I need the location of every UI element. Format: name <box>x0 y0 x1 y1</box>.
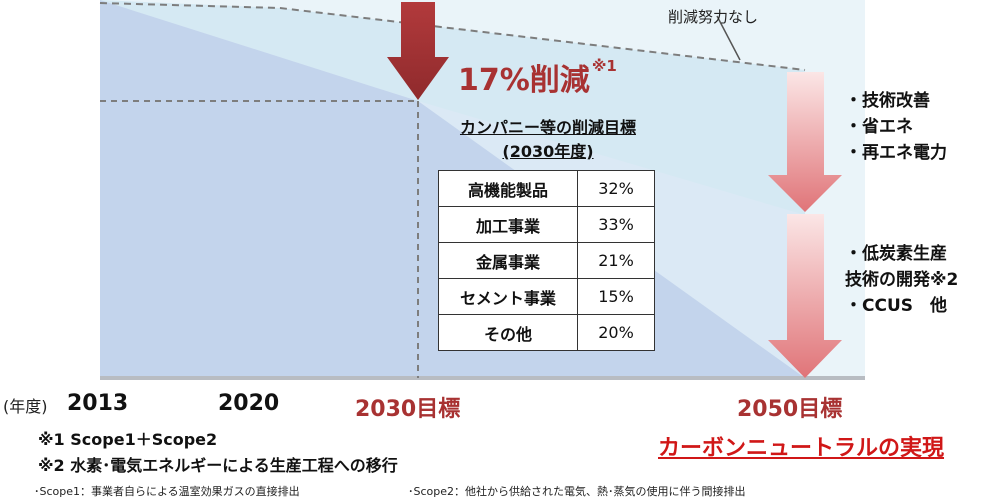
table-row: 加工事業 33% <box>438 206 655 243</box>
year-label-2020: 2020 <box>218 391 280 416</box>
no-effort-leader <box>716 15 741 61</box>
upper-measures-list: ・技術改善 ・省エネ ・再エネ電力 <box>845 88 947 166</box>
table-cell-category: セメント事業 <box>438 278 578 315</box>
reduction-2030-label: 17%削減 ※1 <box>458 55 617 99</box>
measure-item: ・CCUS 他 <box>845 296 947 316</box>
measure-item: ・再エネ電力 <box>845 143 947 163</box>
table-row: 金属事業 21% <box>438 242 655 279</box>
measure-item: ・技術改善 <box>845 91 930 111</box>
scope2-note: ･Scope2：他社から供給された電気、熱･蒸気の使用に伴う間接排出 <box>408 485 746 498</box>
carbon-neutral-label: カーボンニュートラルの実現 <box>658 436 945 461</box>
measure-item: ・低炭素生産 <box>845 244 947 264</box>
scope1-note: ･Scope1：事業者自らによる温室効果ガスの直接排出 <box>34 485 300 498</box>
year-unit-label: (年度) <box>3 397 48 416</box>
table-row: セメント事業 15% <box>438 278 655 315</box>
table-cell-percent: 15% <box>577 278 655 315</box>
table-row: 高機能製品 32% <box>438 170 655 207</box>
upper-measures-arrow <box>768 72 842 212</box>
reduction-2030-note-mark: ※1 <box>591 57 617 75</box>
footnote-2: ※2 水素･電気エネルギーによる生産工程への移行 <box>38 456 398 475</box>
footnote-1: ※1 Scope1＋Scope2 <box>38 430 218 449</box>
table-cell-percent: 33% <box>577 206 655 243</box>
reduction-2030-value: 17%削減 <box>458 63 590 98</box>
measure-item: ・省エネ <box>845 117 913 137</box>
table-cell-category: 金属事業 <box>438 242 578 279</box>
company-targets-title: カンパニー等の削減目標 (2030年度) <box>438 116 658 164</box>
table-cell-percent: 21% <box>577 242 655 279</box>
company-targets-block: カンパニー等の削減目標 (2030年度) 高機能製品 32% 加工事業 33% 金属… <box>438 116 658 351</box>
measure-item: 技術の開発※2 <box>845 270 959 290</box>
table-cell-percent: 20% <box>577 314 655 351</box>
no-effort-label: 削減努力なし <box>668 8 759 26</box>
no-effort-dashed-line <box>99 2 806 71</box>
table-cell-category: 加工事業 <box>438 206 578 243</box>
lower-measures-list: ・低炭素生産 技術の開発※2 ・CCUS 他 <box>845 241 995 319</box>
year-label-2050-target: 2050目標 <box>737 397 843 422</box>
table-cell-category: 高機能製品 <box>438 170 578 207</box>
table-cell-category: その他 <box>438 314 578 351</box>
table-row: その他 20% <box>438 314 655 351</box>
company-targets-title-line2: (2030年度) <box>502 142 594 161</box>
company-targets-table: 高機能製品 32% 加工事業 33% 金属事業 21% セメント事業 15% その他 20… <box>438 170 655 351</box>
lower-measures-arrow <box>768 214 842 378</box>
reduction-2030-arrow <box>387 2 449 100</box>
year-label-2013: 2013 <box>67 391 129 416</box>
year-label-2030-target: 2030目標 <box>355 397 461 422</box>
company-targets-title-line1: カンパニー等の削減目標 <box>459 118 636 137</box>
table-cell-percent: 32% <box>577 170 655 207</box>
